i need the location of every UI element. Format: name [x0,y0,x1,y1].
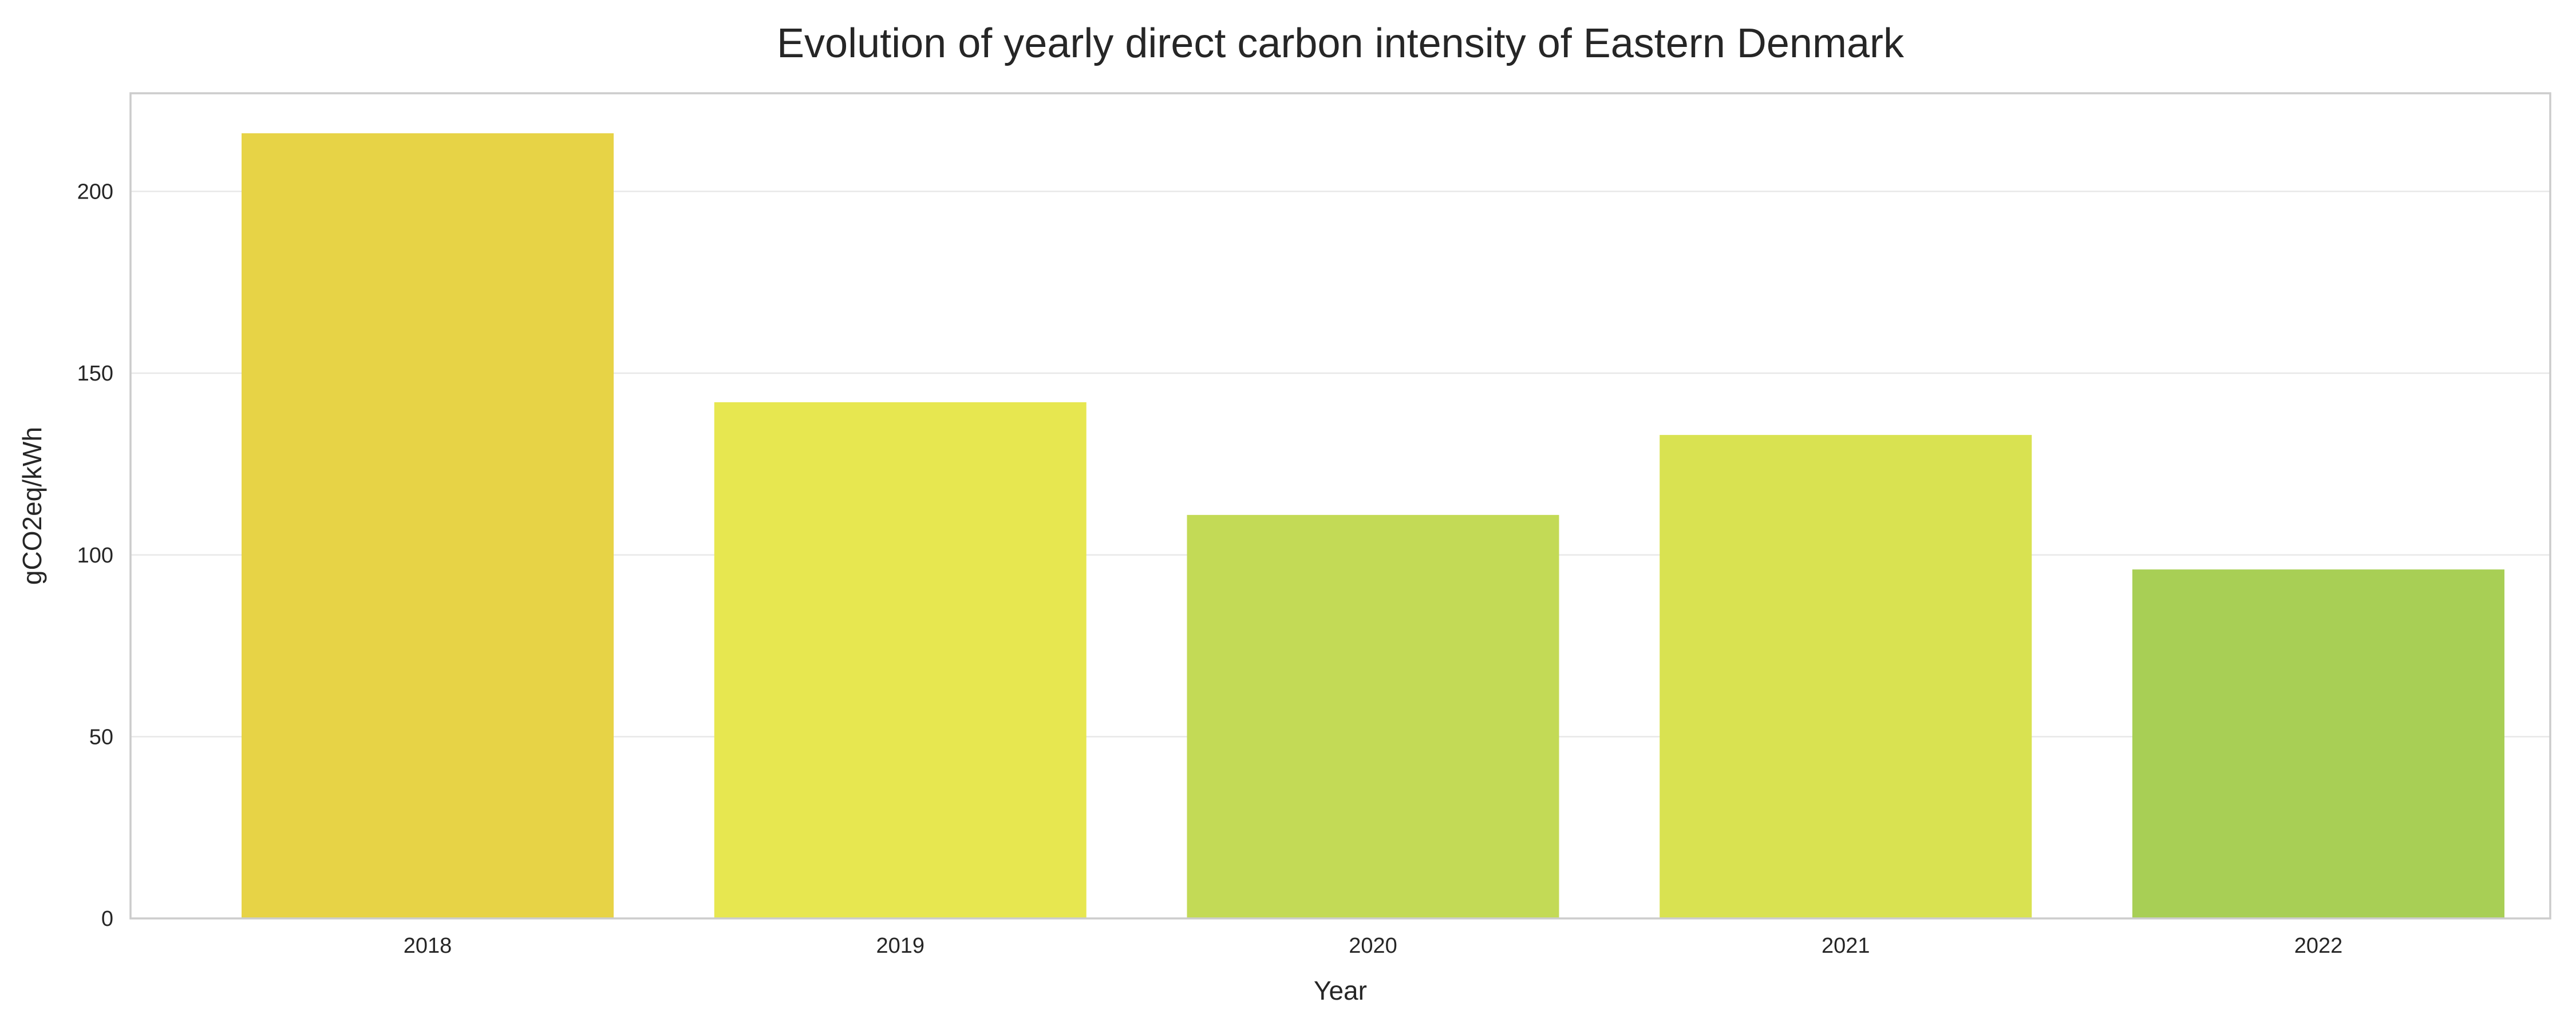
bar-2019 [714,402,1086,918]
y-tick-label: 50 [89,725,113,749]
y-tick-label: 100 [77,544,113,568]
plot-area-frame [129,92,2551,920]
bar-2018 [242,133,614,918]
y-tick-label: 0 [101,907,113,931]
x-tick-label: 2018 [404,934,452,958]
y-tick-label: 200 [77,180,113,204]
x-tick-label: 2022 [2294,934,2343,958]
bars [242,133,2504,918]
x-tick-label: 2019 [876,934,924,958]
x-axis-label: Year [1314,976,1367,1005]
y-axis-ticks: 0 50 100 150 200 [77,180,113,931]
y-axis-label: gCO2eq/kWh [17,427,47,585]
bar-2020 [1187,514,1559,918]
chart-title: Evolution of yearly direct carbon intens… [777,21,1905,66]
x-tick-label: 2021 [1822,934,1870,958]
bar-2022 [2132,569,2504,918]
x-axis-ticks: 2018 2019 2020 2021 2022 [404,934,2343,958]
x-tick-label: 2020 [1349,934,1397,958]
bar-2021 [1660,435,2032,918]
y-tick-label: 150 [77,362,113,386]
